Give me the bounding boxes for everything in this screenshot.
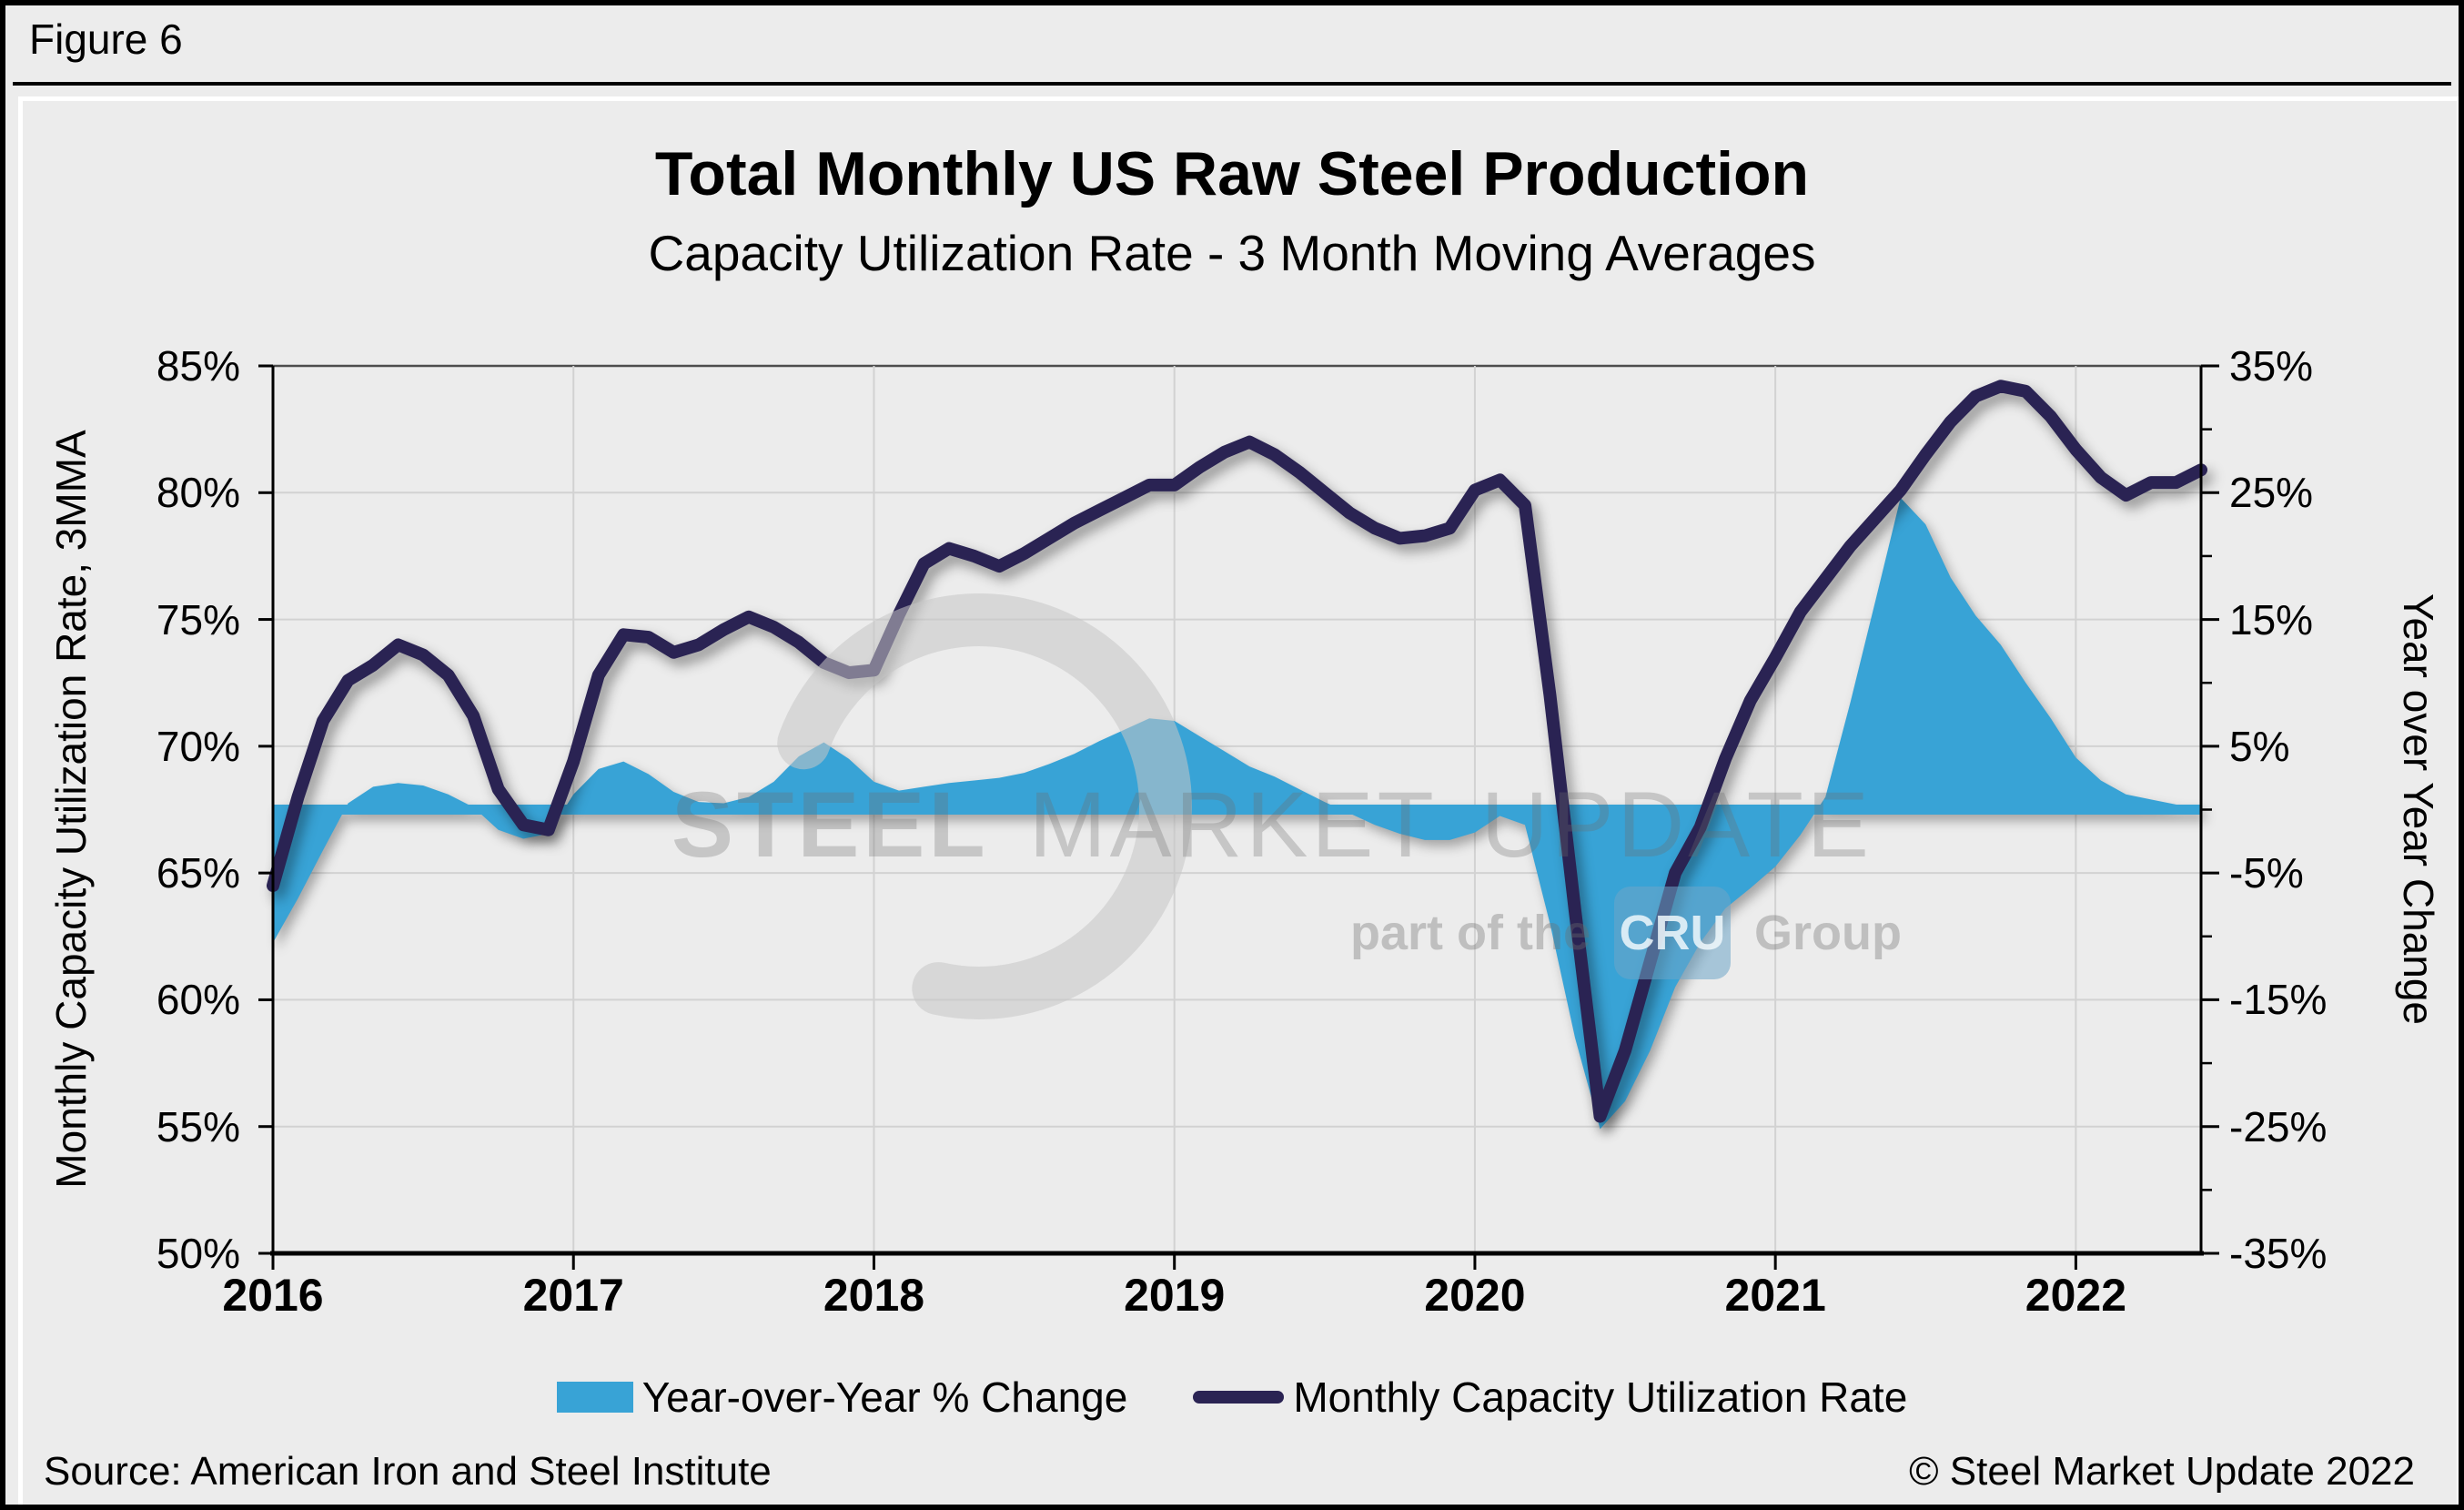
left-tick-label: 60% bbox=[156, 976, 240, 1024]
left-tick-label: 55% bbox=[156, 1102, 240, 1150]
figure-label: Figure 6 bbox=[29, 15, 183, 63]
source-note: Source: American Iron and Steel Institut… bbox=[44, 1449, 772, 1494]
legend-label-utilization: Monthly Capacity Utilization Rate bbox=[1293, 1373, 1908, 1421]
right-tick-label: -5% bbox=[2229, 849, 2304, 897]
chart-panel bbox=[18, 96, 2459, 1505]
left-axis-title: Monthly Capacity Utilization Rate, 3MMA bbox=[47, 430, 95, 1189]
year-label: 2016 bbox=[222, 1270, 324, 1321]
legend: Year-over-Year % Change Monthly Capacity… bbox=[5, 1373, 2459, 1422]
chart-title: Total Monthly US Raw Steel Production bbox=[654, 139, 1810, 208]
utilization-line-swatch-icon bbox=[1193, 1391, 1285, 1404]
chart-plot bbox=[258, 364, 2219, 1270]
year-label: 2021 bbox=[1724, 1270, 1826, 1321]
right-tick-label: -35% bbox=[2229, 1230, 2328, 1277]
right-tick-label: 35% bbox=[2229, 342, 2314, 390]
right-tick-label: 5% bbox=[2229, 722, 2290, 770]
copyright-note: © Steel Market Update 2022 bbox=[1909, 1449, 2415, 1494]
year-label: 2020 bbox=[1424, 1270, 1526, 1321]
right-tick-label: 25% bbox=[2229, 469, 2314, 517]
right-tick-label: 15% bbox=[2229, 595, 2314, 644]
left-tick-label: 85% bbox=[156, 342, 240, 390]
legend-item-yoy: Year-over-Year % Change bbox=[556, 1373, 1128, 1422]
left-tick-label: 80% bbox=[156, 469, 240, 517]
year-label: 2022 bbox=[2025, 1270, 2126, 1321]
figure-rule bbox=[13, 82, 2451, 86]
legend-label-yoy: Year-over-Year % Change bbox=[641, 1373, 1128, 1421]
year-label: 2018 bbox=[823, 1270, 925, 1321]
right-tick-label: -15% bbox=[2229, 976, 2328, 1024]
legend-item-utilization: Monthly Capacity Utilization Rate bbox=[1193, 1373, 1907, 1422]
chart-subtitle: Capacity Utilization Rate - 3 Month Movi… bbox=[648, 225, 1816, 281]
left-tick-label: 50% bbox=[156, 1230, 240, 1277]
right-tick-label: -25% bbox=[2229, 1102, 2328, 1150]
year-label: 2019 bbox=[1124, 1270, 1226, 1321]
year-label: 2017 bbox=[522, 1270, 624, 1321]
right-axis-title: Year over Year Change bbox=[2395, 593, 2442, 1026]
left-tick-label: 75% bbox=[156, 595, 240, 644]
left-tick-label: 70% bbox=[156, 722, 240, 770]
left-tick-label: 65% bbox=[156, 849, 240, 897]
yoy-area-swatch-icon bbox=[556, 1382, 633, 1413]
